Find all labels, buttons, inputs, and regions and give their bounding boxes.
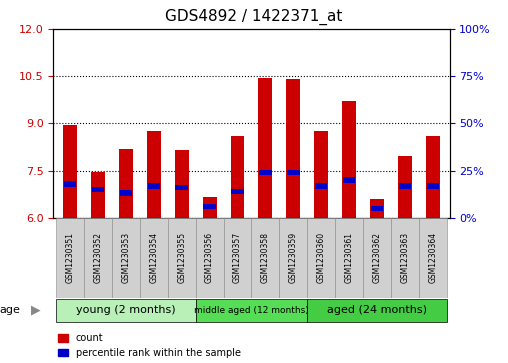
Bar: [343, 177, 356, 183]
Bar: [259, 78, 272, 218]
Bar: [119, 191, 132, 196]
Text: GSM1230358: GSM1230358: [261, 232, 270, 283]
Text: GSM1230362: GSM1230362: [372, 232, 382, 283]
Text: age: age: [0, 305, 20, 315]
Bar: [175, 185, 188, 191]
Text: middle aged (12 months): middle aged (12 months): [194, 306, 309, 315]
FancyBboxPatch shape: [56, 218, 84, 298]
Bar: [399, 183, 411, 188]
FancyBboxPatch shape: [140, 218, 168, 298]
Text: aged (24 months): aged (24 months): [327, 305, 427, 315]
Bar: [147, 131, 161, 218]
Bar: [64, 181, 76, 187]
FancyBboxPatch shape: [363, 218, 391, 298]
Text: GSM1230355: GSM1230355: [177, 232, 186, 283]
FancyBboxPatch shape: [307, 299, 447, 322]
FancyBboxPatch shape: [307, 218, 335, 298]
Bar: [259, 170, 272, 175]
Bar: [175, 150, 188, 218]
FancyBboxPatch shape: [279, 218, 307, 298]
Text: GSM1230353: GSM1230353: [121, 232, 131, 283]
Bar: [287, 170, 300, 175]
Bar: [370, 199, 384, 218]
Text: GSM1230357: GSM1230357: [233, 232, 242, 283]
Text: GSM1230364: GSM1230364: [428, 232, 437, 283]
Bar: [147, 183, 160, 188]
Text: GSM1230360: GSM1230360: [316, 232, 326, 283]
Text: GSM1230354: GSM1230354: [149, 232, 158, 283]
Bar: [371, 205, 384, 211]
FancyBboxPatch shape: [419, 218, 447, 298]
Legend: count, percentile rank within the sample: count, percentile rank within the sample: [58, 333, 241, 358]
Text: ▶: ▶: [31, 304, 40, 317]
Bar: [287, 79, 300, 218]
Text: GDS4892 / 1422371_at: GDS4892 / 1422371_at: [165, 9, 343, 25]
Bar: [426, 136, 440, 218]
Bar: [91, 172, 105, 218]
Text: GSM1230359: GSM1230359: [289, 232, 298, 283]
Bar: [427, 183, 439, 188]
Text: GSM1230352: GSM1230352: [93, 232, 103, 283]
Bar: [231, 188, 244, 194]
Bar: [203, 197, 216, 218]
FancyBboxPatch shape: [56, 299, 196, 322]
FancyBboxPatch shape: [84, 218, 112, 298]
Bar: [342, 101, 356, 218]
Text: GSM1230356: GSM1230356: [205, 232, 214, 283]
FancyBboxPatch shape: [224, 218, 251, 298]
Bar: [398, 156, 412, 218]
Bar: [203, 204, 216, 209]
Bar: [314, 131, 328, 218]
Bar: [231, 136, 244, 218]
Bar: [119, 148, 133, 218]
Text: GSM1230363: GSM1230363: [400, 232, 409, 283]
FancyBboxPatch shape: [251, 218, 279, 298]
Bar: [92, 187, 104, 192]
FancyBboxPatch shape: [196, 218, 224, 298]
Text: GSM1230351: GSM1230351: [66, 232, 75, 283]
Text: GSM1230361: GSM1230361: [344, 232, 354, 283]
FancyBboxPatch shape: [335, 218, 363, 298]
Text: young (2 months): young (2 months): [76, 305, 176, 315]
Bar: [315, 183, 328, 188]
Bar: [63, 125, 77, 218]
FancyBboxPatch shape: [112, 218, 140, 298]
FancyBboxPatch shape: [196, 299, 307, 322]
FancyBboxPatch shape: [391, 218, 419, 298]
FancyBboxPatch shape: [168, 218, 196, 298]
